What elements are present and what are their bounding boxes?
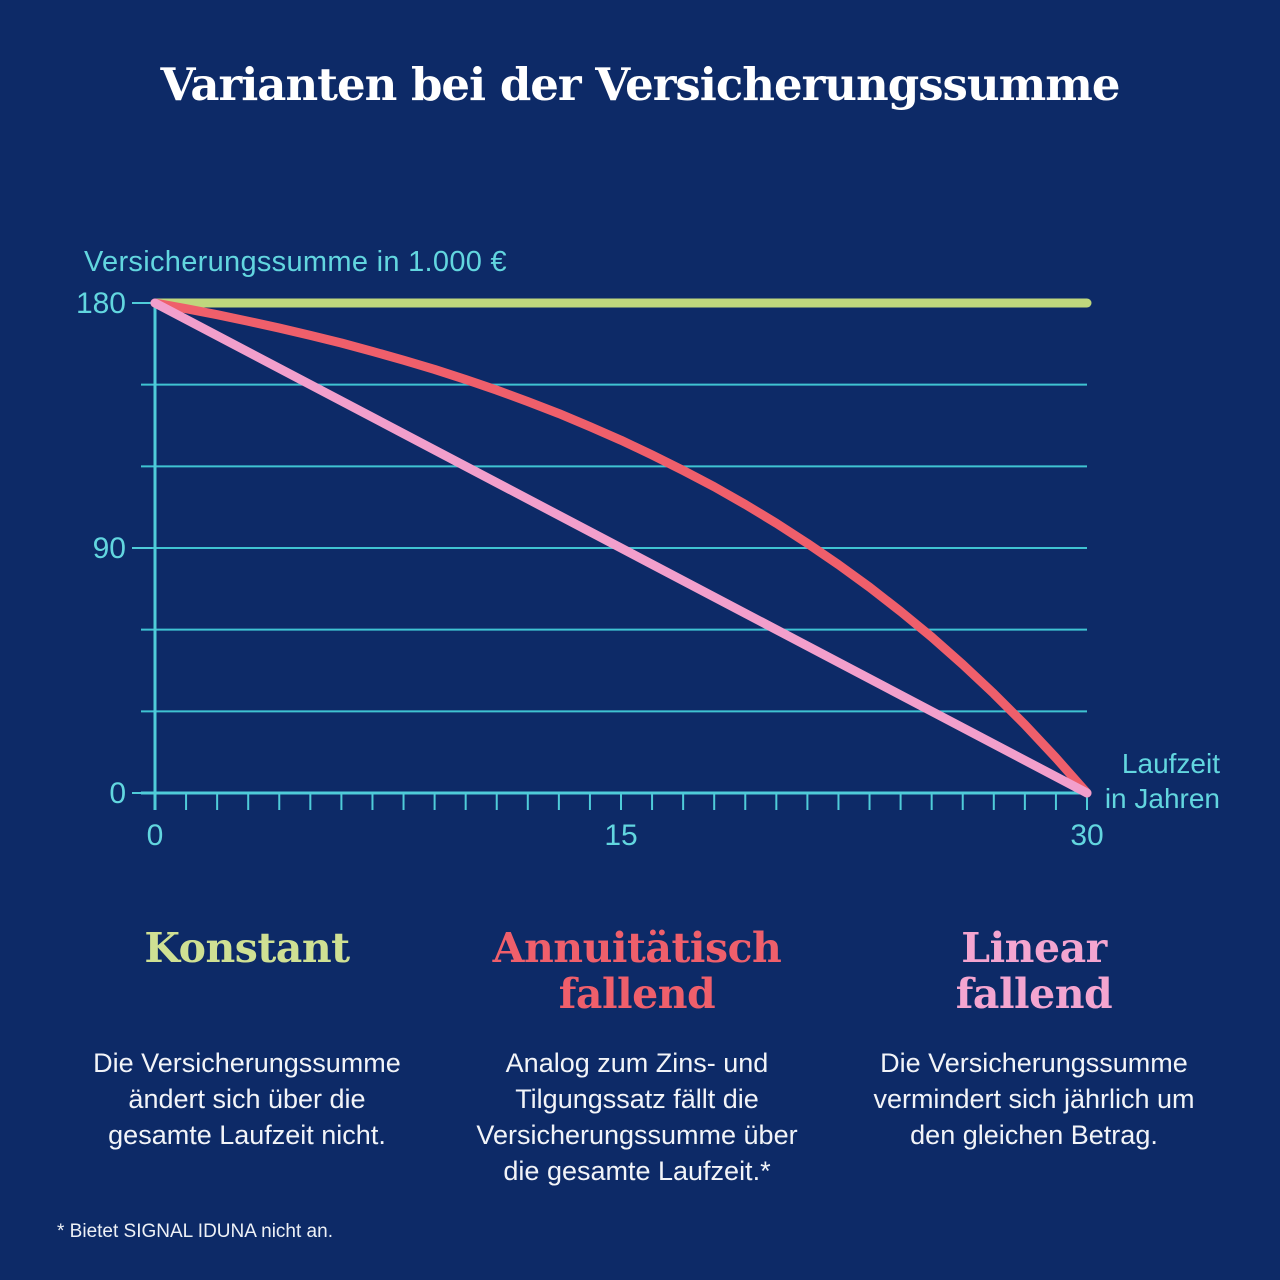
x-tick-label: 15 [604,819,637,852]
y-tick-label: 90 [93,532,126,565]
y-tick-label: 180 [76,287,126,320]
legend-heading-konstant: Konstant [144,924,350,972]
legend-heading-linear-fallend: Linear fallend [955,924,1113,1019]
footnote: * Bietet SIGNAL IDUNA nicht an. [57,1221,333,1242]
series-line-linear-fallend [150,298,1092,798]
x-tick-label: 0 [147,819,164,852]
y-axis-title: Versicherungssumme in 1.000 € [84,246,507,278]
legend-description-linear-fallend: Die Versicherungssumme vermindert sich j… [873,1048,1195,1150]
legend-column-linear-fallend: Linear fallend Die Versicherungssumme ve… [838,925,1230,1189]
y-tick-label: 0 [109,777,126,810]
chart-svg: 180 90 00 15 30 [76,287,1104,852]
legend-column-konstant: Konstant Die Versicherungssumme ändert s… [58,925,436,1189]
legend-description-annuitaetisch-fallend: Analog zum Zins- und Tilgungssatz fällt … [476,1048,798,1186]
legend-columns: Konstant Die Versicherungssumme ändert s… [0,925,1280,1189]
legend-column-annuitaetisch-fallend: Annuitätisch fallend Analog zum Zins- un… [447,925,827,1189]
x-tick-label: 30 [1070,819,1103,852]
legend-heading-annuitaetisch-fallend: Annuitätisch fallend [492,924,782,1019]
series-line-annuit-tisch-fallend [150,298,1092,798]
page-title: Varianten bei der Versicherungssumme [160,58,1121,111]
legend-description-konstant: Die Versicherungssumme ändert sich über … [93,1048,401,1150]
x-axis-title: Laufzeit in Jahren [1104,748,1220,814]
